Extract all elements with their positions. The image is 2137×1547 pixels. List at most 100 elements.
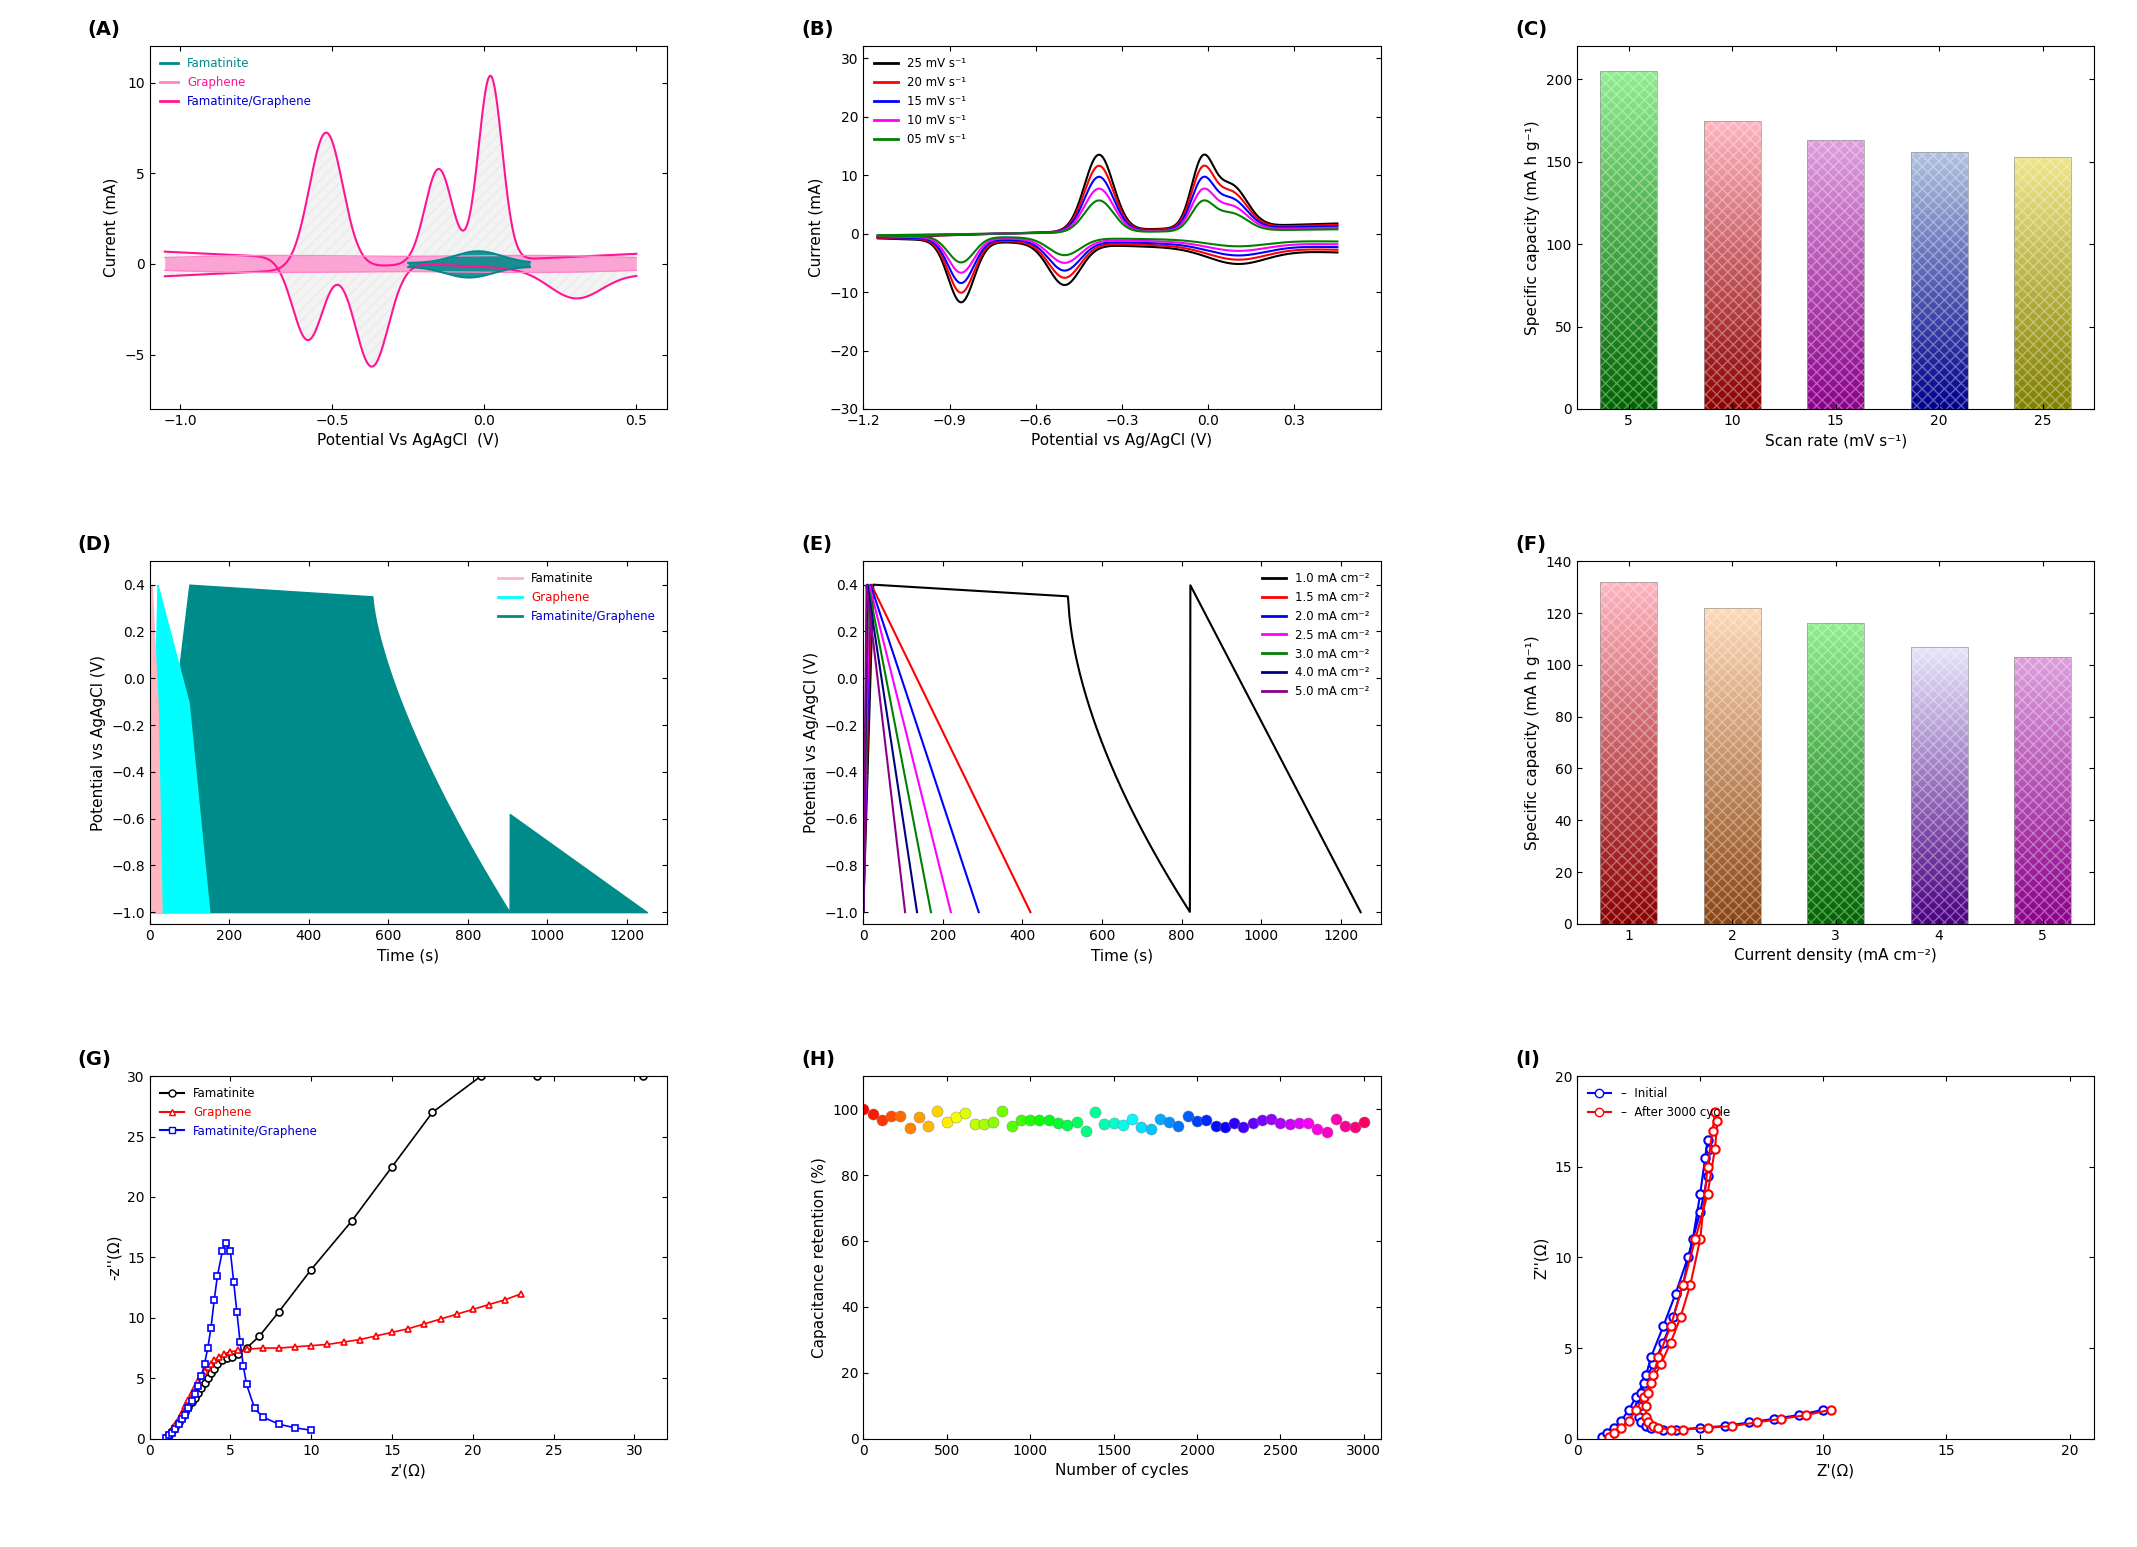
Bar [1601,605,1656,608]
Bar [1601,220,1656,223]
Bar [1808,308,1863,311]
Bar [1703,750,1761,753]
Bar [2013,396,2071,399]
Bar [1808,198,1863,201]
Bar [1703,337,1761,339]
Bar [1910,367,1968,368]
Bar [1601,243,1656,246]
Bar [1703,713,1761,716]
Bar [2013,178,2071,179]
Bar [1601,316,1656,319]
Bar [1808,356,1863,357]
Bar [1601,260,1656,263]
Bar [1703,874,1761,877]
Bar [1808,145,1863,147]
Bar [2013,735,2071,736]
Bar [1703,631,1761,634]
Bar [1703,863,1761,866]
Bar [1910,786,1968,787]
Bar [1910,736,1968,739]
Bar [1808,704,1863,705]
Bar [1703,407,1761,408]
Bar [1910,896,1968,899]
Bar [2013,331,2071,333]
Bar [1910,848,1968,849]
Bar [1910,791,1968,792]
Bar [1910,357,1968,360]
Bar [1910,294,1968,295]
Bar [1910,340,1968,342]
Bar [1703,155,1761,156]
Bar [1703,139,1761,142]
Bar [1910,829,1968,831]
Bar [2013,365,2071,367]
Bar [2013,730,2071,733]
Bar [1703,656,1761,657]
Bar [1808,784,1863,786]
Bar [1703,203,1761,204]
Bar [2013,196,2071,200]
Bar [1601,226,1656,229]
Bar [1910,866,1968,868]
Bar [2013,855,2071,857]
Bar [2013,877,2071,879]
Bar [1910,333,1968,334]
Bar [1910,910,1968,913]
Bar [2013,775,2071,777]
Bar [1910,158,1968,161]
Bar [1703,220,1761,221]
Bar [1703,207,1761,209]
Bar [1808,268,1863,271]
Bar [2013,212,2071,213]
Bar [2013,761,2071,764]
Bar [1703,316,1761,317]
Bar [1808,227,1863,231]
Bar [1910,753,1968,755]
Bar [1703,744,1761,747]
Bar [2013,252,2071,254]
Bar [1910,246,1968,249]
Bar [1910,218,1968,221]
Bar [1808,886,1863,890]
Bar [1601,198,1656,201]
Bar [1808,712,1863,713]
Bar [1808,688,1863,692]
Bar [1703,627,1761,630]
Bar [1808,709,1863,712]
Legend: Famatinite, Graphene, Famatinite/Graphene: Famatinite, Graphene, Famatinite/Graphen… [156,1081,323,1142]
Bar [1910,196,1968,200]
Bar [1601,232,1656,235]
Bar [1703,342,1761,343]
Bar [2013,791,2071,792]
Bar [1808,647,1863,648]
Bar [2013,306,2071,308]
Bar [1703,825,1761,826]
Bar [1703,826,1761,829]
Bar [1808,871,1863,874]
Bar [1601,356,1656,359]
Bar [1910,758,1968,760]
Bar [1808,326,1863,328]
Bar [1601,133,1656,136]
Bar [1601,886,1656,890]
Bar [1601,367,1656,370]
Bar [1808,713,1863,716]
Legend: –  Initial, –  After 3000 cycle: – Initial, – After 3000 cycle [1584,1081,1735,1123]
Text: (C): (C) [1515,20,1547,39]
Bar [1808,752,1863,753]
Bar [2013,282,2071,283]
Bar [1703,294,1761,295]
Bar [1910,360,1968,362]
Bar [1703,695,1761,698]
Bar [2013,192,2071,195]
Bar [1601,855,1656,859]
Bar [2013,348,2071,350]
Bar [1910,840,1968,843]
Bar [1601,846,1656,849]
Bar [2013,255,2071,258]
Bar [1703,382,1761,385]
Bar [1910,278,1968,280]
Bar [2013,294,2071,295]
Bar [1601,360,1656,364]
Bar [1910,323,1968,325]
